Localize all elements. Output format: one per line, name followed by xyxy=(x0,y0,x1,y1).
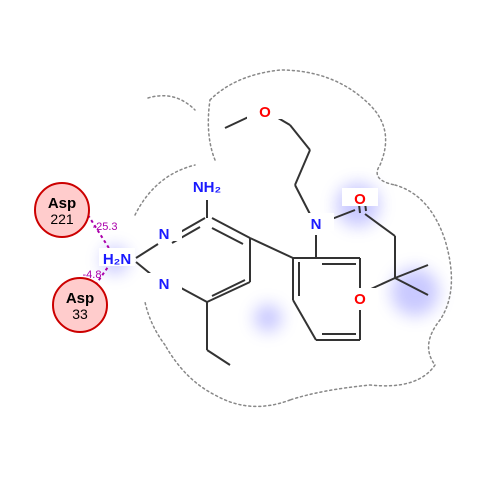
bond xyxy=(207,350,230,365)
interaction-diagram: -25.3-4.8 H₂NNNNH₂NOOO Asp221Asp33 xyxy=(0,0,500,500)
lipophilic-glow-layer xyxy=(101,183,439,332)
bond xyxy=(295,150,310,185)
atom-O_keto: O xyxy=(354,191,366,208)
residue-asp33: Asp33 xyxy=(53,278,107,332)
atom-NH2_top: NH₂ xyxy=(193,179,221,196)
residue-layer: Asp221Asp33 xyxy=(35,183,107,332)
bond xyxy=(250,238,293,258)
bond xyxy=(212,218,250,238)
pocket-contour xyxy=(165,345,290,406)
bond xyxy=(212,280,245,296)
bond xyxy=(136,244,158,258)
atom-O_ether: O xyxy=(259,104,271,121)
bond xyxy=(212,228,243,244)
atom-N3: N xyxy=(159,276,170,293)
pocket-contour xyxy=(290,365,435,400)
atom-O_ring: O xyxy=(354,291,366,308)
binding-pocket-outline xyxy=(135,70,451,406)
bond xyxy=(290,125,310,150)
atom-NH2_left: H₂N xyxy=(103,251,131,268)
residue-number: 221 xyxy=(50,211,74,227)
lipophilic-glow xyxy=(391,268,439,316)
atom-N1: N xyxy=(159,226,170,243)
pocket-contour xyxy=(135,165,195,215)
pocket-contour xyxy=(208,100,215,160)
bond xyxy=(207,282,250,302)
lipophilic-glow xyxy=(254,304,282,332)
hbond-energy-label: -25.3 xyxy=(92,221,117,233)
residue-asp221: Asp221 xyxy=(35,183,89,237)
bond xyxy=(365,214,395,236)
pocket-contour xyxy=(145,302,165,345)
pocket-contour xyxy=(148,96,195,110)
residue-name: Asp xyxy=(48,195,76,212)
bond xyxy=(293,300,316,340)
atom-N_amide: N xyxy=(311,216,322,233)
residue-name: Asp xyxy=(66,290,94,307)
residue-number: 33 xyxy=(72,306,88,322)
